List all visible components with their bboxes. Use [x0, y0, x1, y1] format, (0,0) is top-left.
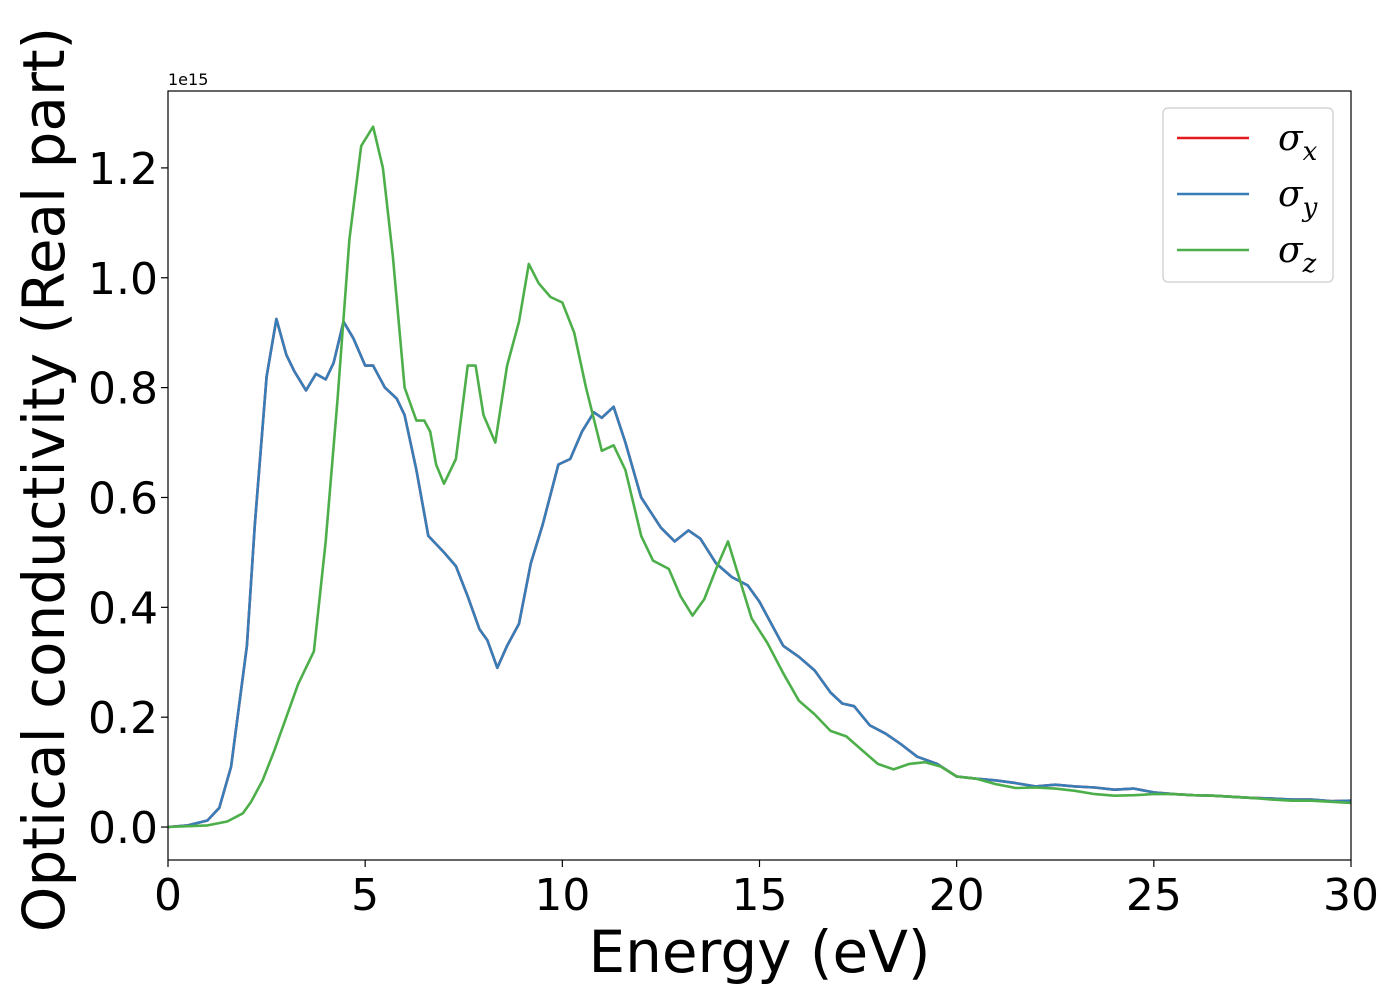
legend-label-base: σ: [1278, 174, 1304, 215]
y-tick-label: 0.6: [88, 473, 158, 524]
y-tick-label: 0.2: [88, 693, 158, 744]
legend-label-sigma-x: σx: [1278, 118, 1318, 167]
y-tick-label: 0.0: [88, 803, 158, 854]
y-tick-label: 1.0: [88, 254, 158, 305]
x-tick-label: 15: [732, 870, 788, 921]
legend-label-subscript: z: [1302, 249, 1317, 279]
x-axis-title: Energy (eV): [588, 918, 930, 986]
y-tick-label: 0.4: [88, 583, 158, 634]
series-line-sigma-z: [168, 125, 1351, 829]
x-tick-label: 20: [929, 870, 985, 921]
x-tick-label: 5: [351, 870, 379, 921]
legend-label-sigma-y: σy: [1278, 174, 1318, 223]
legend-label-base: σ: [1278, 118, 1304, 159]
y-offset-label: 1e15: [168, 70, 208, 89]
legend-label-sigma-z: σz: [1278, 230, 1317, 279]
x-tick-label: 30: [1323, 870, 1379, 921]
x-axis-ticks: 0 5 10 15 20 25 30: [154, 860, 1379, 921]
y-axis-title: Optical conductivity (Real part): [10, 27, 78, 932]
x-tick-label: 10: [534, 870, 590, 921]
series-layer: [168, 125, 1351, 829]
x-tick-label: 0: [154, 870, 182, 921]
series-line-sigma-y: [168, 317, 1351, 829]
y-tick-label: 0.8: [88, 364, 158, 415]
y-tick-label: 1.2: [88, 144, 158, 195]
y-axis-ticks: 0.0 0.2 0.4 0.6 0.8 1.0 1.2: [88, 144, 168, 854]
legend-label-base: σ: [1278, 230, 1304, 271]
legend-label-subscript: y: [1302, 193, 1318, 223]
x-tick-label: 25: [1126, 870, 1182, 921]
legend-label-subscript: x: [1303, 137, 1318, 167]
